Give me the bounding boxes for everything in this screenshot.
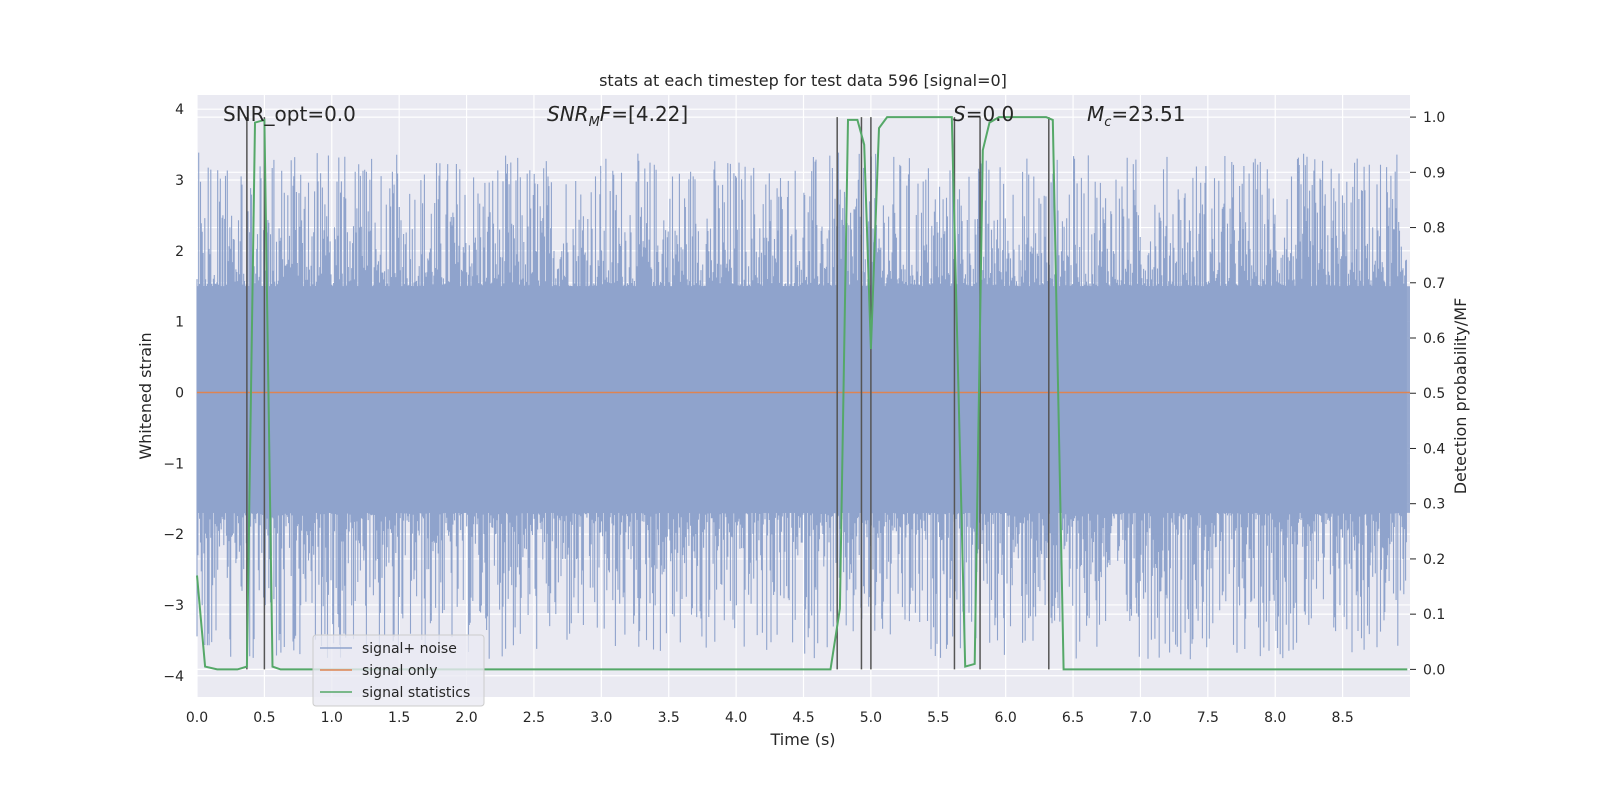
y-tick-label: 2 (175, 244, 184, 260)
annotation-mc-subscript: c (1104, 115, 1111, 130)
annotation-s-value: =0.0 (966, 102, 1015, 126)
y-tick-label: −1 (163, 456, 184, 472)
y-axis-label: Whitened strain (136, 332, 155, 459)
chart-title: stats at each timestep for test data 596… (599, 71, 1007, 90)
x-tick-label: 5.0 (860, 710, 882, 726)
x-tick-label: 7.5 (1197, 710, 1219, 726)
y-tick-label: −2 (163, 527, 184, 543)
x-tick-label: 3.0 (590, 710, 612, 726)
y-tick-label: −3 (163, 598, 184, 614)
x-axis-label: Time (s) (769, 730, 835, 749)
right-y-tick-label: 0.6 (1423, 331, 1445, 347)
right-y-tick-label: 0.7 (1423, 276, 1445, 292)
x-tick-label: 4.5 (792, 710, 814, 726)
y-tick-label: 3 (175, 173, 184, 189)
legend: signal+ noise signal only signal statist… (312, 634, 485, 707)
right-y-tick-label: 0.3 (1423, 497, 1445, 513)
right-y-tick-label: 0.5 (1423, 386, 1445, 402)
y-tick-label: 4 (175, 102, 184, 118)
x-tick-label: 3.5 (658, 710, 680, 726)
x-tick-label: 5.5 (927, 710, 949, 726)
right-y-tick-label: 0.8 (1423, 221, 1445, 237)
right-y-axis-label: Detection probability/MF (1451, 298, 1470, 495)
right-y-tick-label: 1.0 (1423, 110, 1445, 126)
legend-box (312, 634, 485, 707)
y-tick-label: −4 (163, 669, 184, 685)
x-tick-label: 1.0 (321, 710, 343, 726)
annotation-snr-mf: SNRMF=[4.22] (547, 102, 688, 130)
right-y-tick-label: 0.1 (1423, 607, 1445, 623)
x-tick-label: 2.5 (523, 710, 545, 726)
annotation-snr-mf-value: =[4.22] (611, 102, 688, 126)
right-y-tick-label: 0.2 (1423, 552, 1445, 568)
annotation-snr-mf-symbol: SNR (547, 102, 589, 126)
right-y-tick-label: 0.0 (1423, 662, 1445, 678)
y-tick-label: 1 (175, 315, 184, 331)
x-tick-label: 7.0 (1129, 710, 1151, 726)
signal-statistics-line (196, 116, 1408, 671)
x-tick-label: 0.5 (253, 710, 275, 726)
annotation-snr-mf-tail: F (600, 102, 612, 126)
x-tick-label: 0.0 (186, 710, 208, 726)
annotation-mc-value: =23.51 (1111, 102, 1185, 126)
annotation-mc-symbol: M (1087, 102, 1104, 126)
annotation-mc: Mc=23.51 (1087, 102, 1185, 130)
annotation-snr-opt: SNR_opt=0.0 (223, 102, 356, 126)
x-tick-labels: 0.0 0.5 1.0 1.5 2.0 2.5 3.0 3.5 4.0 4.5 5.0 5.5 6.0 6… (186, 710, 1354, 726)
legend-label-signal-noise: signal+ noise (362, 641, 457, 657)
x-tick-label: 4.0 (725, 710, 747, 726)
x-tick-label: 6.5 (1062, 710, 1084, 726)
x-tick-label: 2.0 (455, 710, 477, 726)
x-tick-label: 6.0 (995, 710, 1017, 726)
vertical-markers (246, 117, 1050, 670)
x-tick-label: 8.0 (1264, 710, 1286, 726)
annotation-snr-mf-subscript: M (589, 115, 600, 130)
annotation-s-symbol: S (953, 102, 966, 126)
x-tick-label: 1.5 (388, 710, 410, 726)
signal-statistics-series (196, 116, 1408, 671)
legend-label-signal-statistics: signal statistics (362, 685, 470, 701)
legend-label-signal-only: signal only (362, 663, 437, 679)
right-y-tick-label: 0.4 (1423, 441, 1445, 457)
y-tick-labels: −4 −3 −2 −1 0 1 2 3 4 (163, 102, 184, 685)
y-tick-label: 0 (175, 385, 184, 401)
right-y-tick-label: 0.9 (1423, 165, 1445, 181)
annotation-s: S=0.0 (953, 102, 1014, 126)
x-tick-label: 8.5 (1331, 710, 1353, 726)
right-y-tick-labels: 0.0 0.1 0.2 0.3 0.4 0.5 0.6 0.7 0.8 0.9 1.0 (1410, 110, 1445, 678)
signal-noise-series (196, 152, 1410, 660)
noise-trace (196, 152, 1407, 660)
